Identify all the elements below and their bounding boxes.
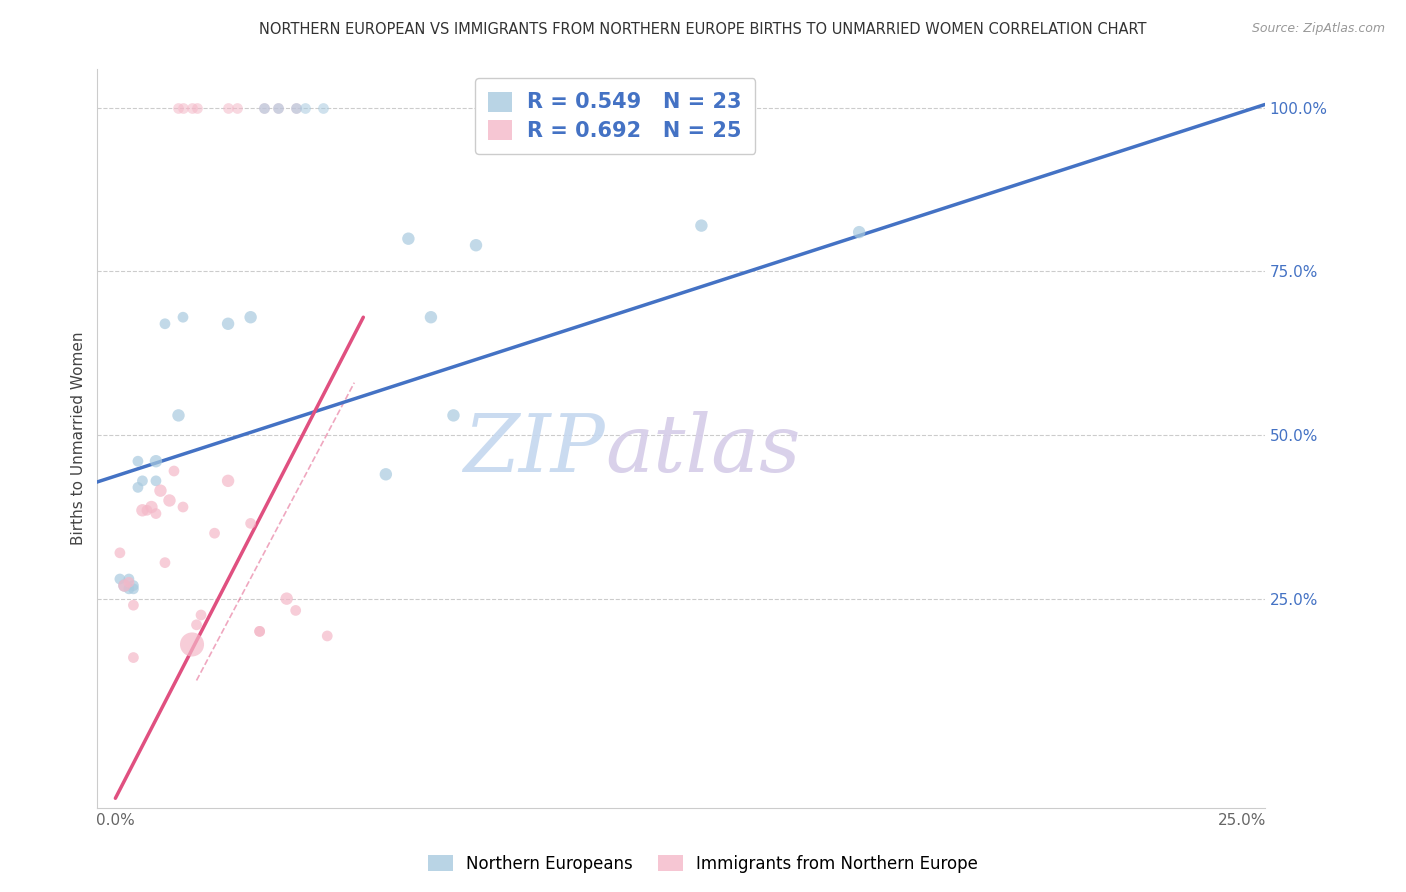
Point <box>131 503 153 517</box>
Point <box>145 454 167 468</box>
Point <box>145 474 167 488</box>
Point <box>167 101 190 115</box>
Point <box>239 516 262 531</box>
Text: NORTHERN EUROPEAN VS IMMIGRANTS FROM NORTHERN EUROPE BIRTHS TO UNMARRIED WOMEN C: NORTHERN EUROPEAN VS IMMIGRANTS FROM NOR… <box>259 22 1147 37</box>
Point <box>284 101 307 115</box>
Point <box>159 493 181 508</box>
Point <box>266 101 288 115</box>
Point <box>312 101 335 115</box>
Point <box>181 637 204 651</box>
Point <box>239 310 262 325</box>
Point <box>131 474 153 488</box>
Point <box>419 310 441 325</box>
Point <box>253 101 276 115</box>
Point <box>465 238 488 252</box>
Legend: R = 0.549   N = 23, R = 0.692   N = 25: R = 0.549 N = 23, R = 0.692 N = 25 <box>475 78 755 154</box>
Point <box>118 582 141 596</box>
Point <box>186 101 208 115</box>
Point <box>284 101 307 115</box>
Point <box>284 603 307 617</box>
Point <box>217 317 239 331</box>
Point <box>136 503 159 517</box>
Point <box>112 578 135 592</box>
Point <box>204 526 226 541</box>
Point <box>181 101 204 115</box>
Point <box>249 624 271 639</box>
Point <box>122 598 145 612</box>
Text: atlas: atlas <box>605 410 800 488</box>
Point <box>172 500 194 514</box>
Point <box>149 483 172 498</box>
Y-axis label: Births to Unmarried Women: Births to Unmarried Women <box>72 332 86 545</box>
Point <box>167 409 190 423</box>
Point <box>122 582 145 596</box>
Point <box>172 101 194 115</box>
Point <box>217 474 239 488</box>
Point <box>253 101 276 115</box>
Point <box>294 101 316 115</box>
Point <box>112 578 135 592</box>
Point <box>145 507 167 521</box>
Point <box>172 310 194 325</box>
Point <box>118 575 141 590</box>
Point <box>127 454 149 468</box>
Point <box>141 500 163 514</box>
Point <box>153 556 176 570</box>
Point <box>122 650 145 665</box>
Point <box>217 101 239 115</box>
Point <box>276 591 298 606</box>
Text: ZIP: ZIP <box>464 410 605 488</box>
Point <box>249 624 271 639</box>
Point <box>108 546 131 560</box>
Point <box>118 572 141 586</box>
Text: Source: ZipAtlas.com: Source: ZipAtlas.com <box>1251 22 1385 36</box>
Point <box>153 317 176 331</box>
Point <box>127 480 149 494</box>
Point <box>190 607 212 622</box>
Point <box>443 409 465 423</box>
Point <box>226 101 249 115</box>
Point <box>690 219 713 233</box>
Point <box>186 617 208 632</box>
Point <box>316 629 339 643</box>
Point <box>108 572 131 586</box>
Legend: Northern Europeans, Immigrants from Northern Europe: Northern Europeans, Immigrants from Nort… <box>422 848 984 880</box>
Point <box>848 225 870 239</box>
Point <box>396 232 419 246</box>
Point <box>266 101 288 115</box>
Point <box>122 578 145 592</box>
Point <box>163 464 186 478</box>
Point <box>374 467 396 482</box>
